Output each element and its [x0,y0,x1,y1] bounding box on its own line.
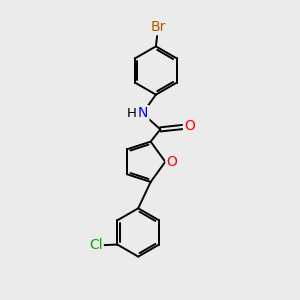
Text: O: O [184,119,195,134]
Text: O: O [167,155,177,169]
Text: Br: Br [150,20,166,34]
Text: N: N [138,106,148,120]
Text: H: H [127,107,136,120]
Text: Cl: Cl [89,238,103,252]
